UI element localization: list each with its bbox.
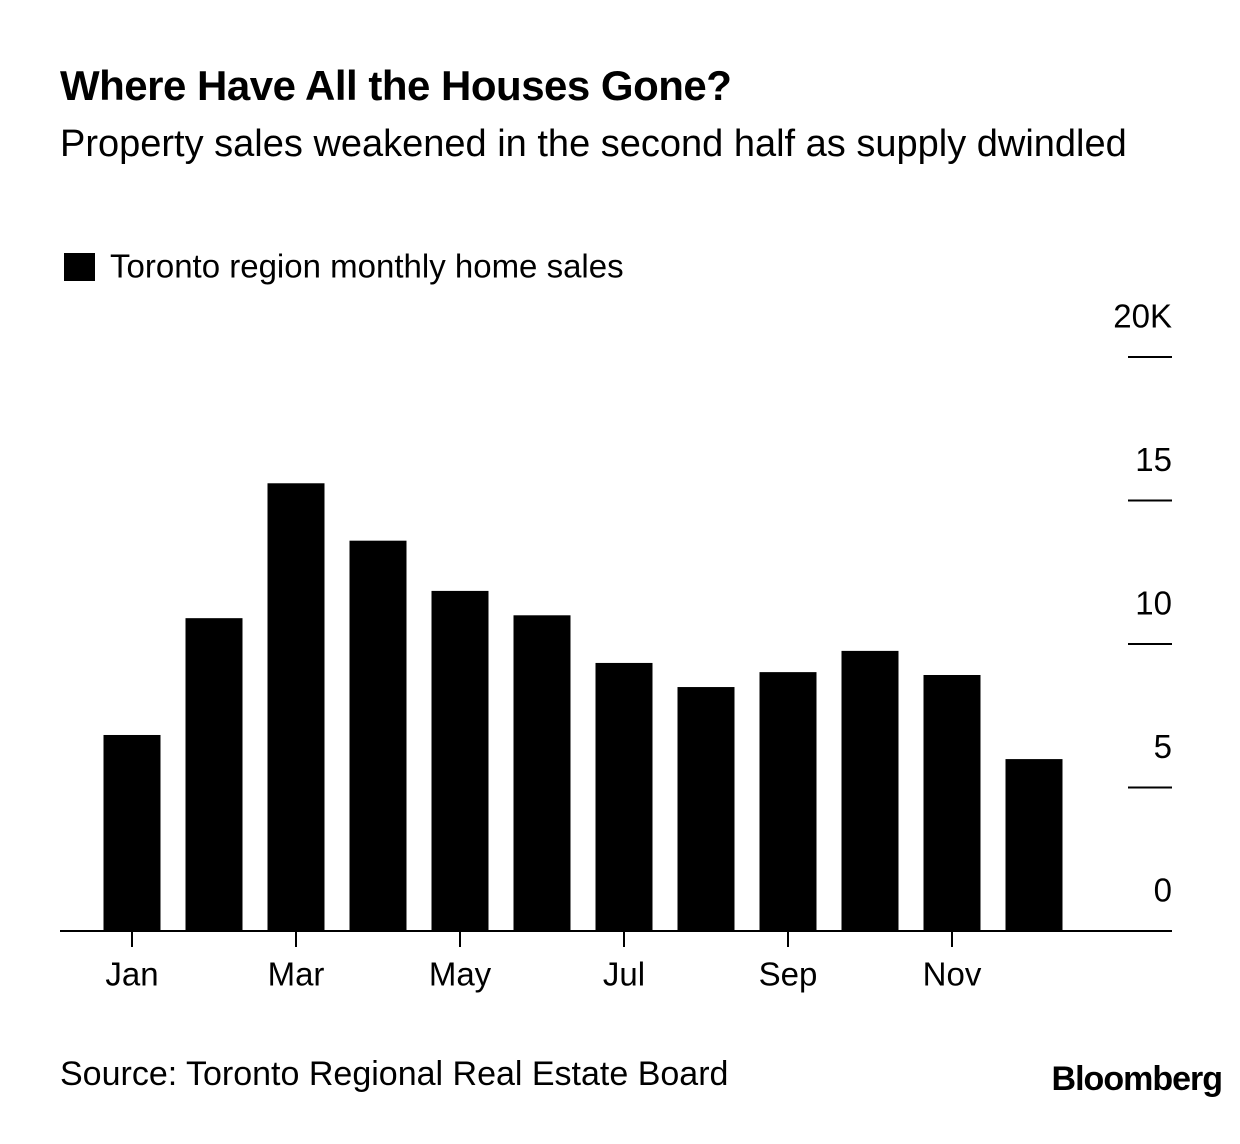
source-note: Source: Toronto Regional Real Estate Boa… xyxy=(60,1055,729,1093)
chart-subtitle: Property sales weakened in the second ha… xyxy=(60,123,1127,165)
y-tick-label: 10 xyxy=(1135,585,1172,622)
bar xyxy=(923,674,981,931)
y-tick-label: 5 xyxy=(1154,728,1172,765)
bar xyxy=(595,662,653,931)
x-tick-label: Jul xyxy=(603,956,645,993)
x-tick-label: May xyxy=(429,956,492,993)
bar xyxy=(513,615,571,931)
x-tick-label: Nov xyxy=(923,956,982,993)
bar xyxy=(677,687,735,931)
y-tick-label: 0 xyxy=(1154,872,1172,909)
bar xyxy=(267,483,325,931)
legend-label: Toronto region monthly home sales xyxy=(110,248,624,285)
brand-logo: Bloomberg xyxy=(1051,1060,1223,1098)
bar xyxy=(841,650,899,931)
chart: Toronto region monthly home sales 0 5 10 15 2… xyxy=(60,248,1172,993)
x-tick-label: Mar xyxy=(268,956,325,993)
bar xyxy=(1005,759,1063,931)
bar xyxy=(185,618,243,931)
legend-swatch xyxy=(64,253,95,281)
bar xyxy=(103,734,161,931)
y-tick-label: 20K xyxy=(1113,298,1172,335)
bar xyxy=(431,590,489,931)
bar xyxy=(759,672,817,931)
bar xyxy=(349,540,407,931)
chart-title: Where Have All the Houses Gone? xyxy=(60,62,732,109)
y-tick-label: 15 xyxy=(1135,441,1172,478)
x-tick-label: Sep xyxy=(759,956,818,993)
x-tick-label: Jan xyxy=(105,956,158,993)
